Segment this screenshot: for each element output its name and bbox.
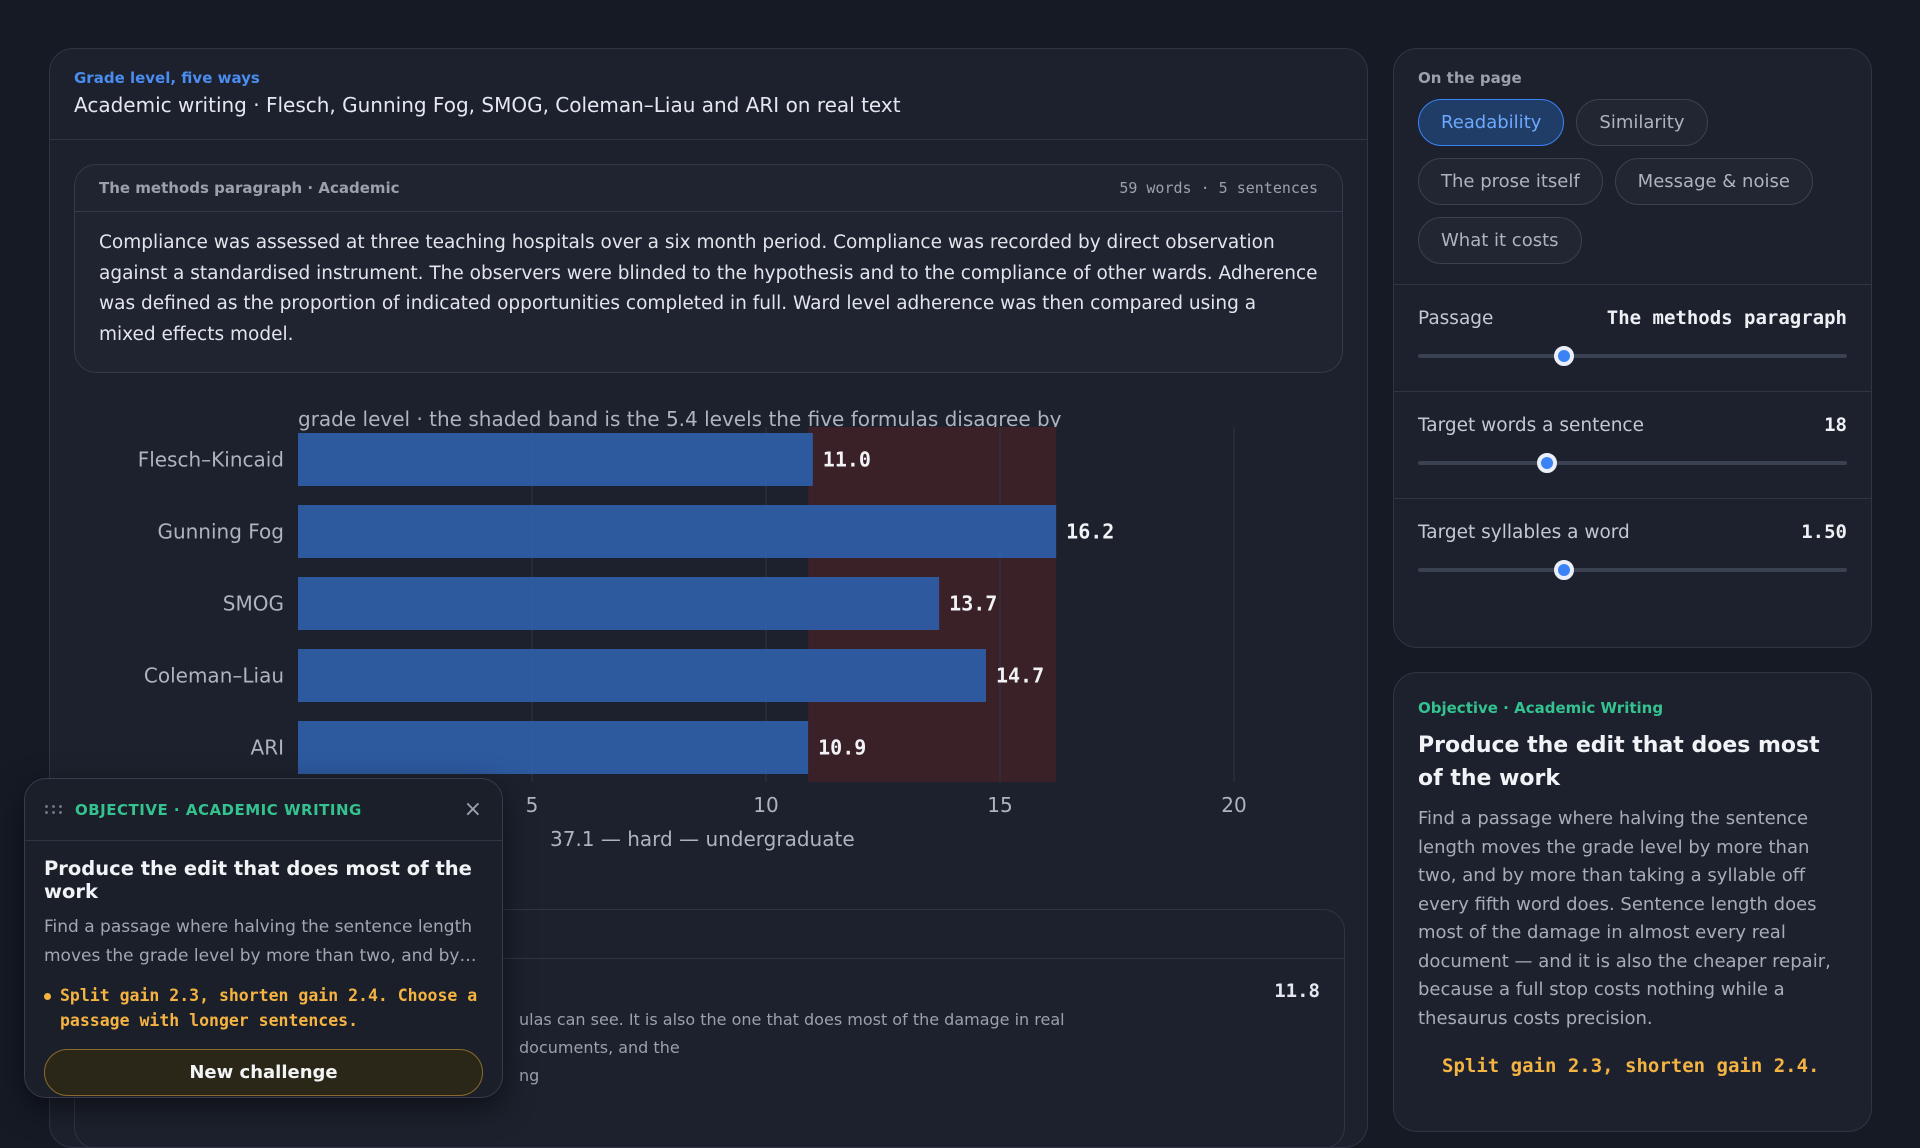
popup-note: Split gain 2.3, shorten gain 2.4. Choose… [44,983,483,1033]
chip-message-noise[interactable]: Message & noise [1614,158,1813,205]
x-tick-label: 15 [987,793,1012,817]
view-section: On the page Readability Similarity The p… [1394,49,1871,284]
x-tick-label: 10 [753,793,778,817]
passage-slider[interactable] [1418,345,1847,367]
bar [298,649,986,702]
category-label: SMOG [223,592,284,616]
category-label: Flesch–Kincaid [138,448,284,472]
syllables-control-value: 1.50 [1801,521,1847,543]
popup-eyebrow: OBJECTIVE · ACADEMIC WRITING [75,800,362,819]
slider-thumb[interactable] [1553,560,1574,580]
slider-track [1418,461,1847,465]
objective-description: Find a passage where halving the sentenc… [1418,808,1831,1029]
chart-caption: 37.1 — hard — undergraduate [550,827,855,851]
slider-track [1418,568,1847,572]
syllables-control: Target syllables a word 1.50 [1394,498,1871,605]
slider-thumb[interactable] [1536,453,1557,473]
bar [298,577,940,630]
chip-costs[interactable]: What it costs [1418,217,1582,264]
sidebar-eyebrow: On the page [1418,69,1522,87]
lower-card-value: 11.8 [1274,980,1320,1002]
objective-eyebrow: Objective · Academic Writing [1418,699,1664,717]
slider-track [1418,354,1847,358]
x-tick-label: 20 [1221,793,1246,817]
objective-title: Produce the edit that does most of the w… [1418,733,1820,791]
objective-result: Split gain 2.3, shorten gain 2.4. [1442,1055,1820,1077]
words-control-value: 18 [1824,414,1847,436]
syllables-slider[interactable] [1418,559,1847,581]
objective-popup: OBJECTIVE · ACADEMIC WRITING × Produce t… [24,778,503,1098]
passage-card: The methods paragraph · Academic 59 word… [74,164,1343,373]
data-label: 16.2 [1066,520,1114,544]
bar [298,433,813,486]
bar [298,505,1057,558]
bar [298,721,809,774]
words-control: Target words a sentence 18 [1394,391,1871,498]
passage-control: Passage The methods paragraph [1394,284,1871,391]
page-title: Academic writing · Flesch, Gunning Fog, … [74,93,901,117]
passage-header: The methods paragraph · Academic 59 word… [75,165,1342,212]
passage-text: Compliance was assessed at three teachin… [99,232,1318,345]
category-label: Gunning Fog [157,520,284,544]
new-challenge-button[interactable]: New challenge [44,1049,483,1096]
passage-control-value: The methods paragraph [1606,307,1847,329]
popup-description: Find a passage where halving the sentenc… [44,917,477,966]
popup-note-text: Split gain 2.3, shorten gain 2.4. Choose… [60,986,478,1030]
passage-control-label: Passage [1418,307,1494,329]
lower-card-divider [75,958,1344,959]
data-label: 14.7 [996,664,1044,688]
passage-stats: 59 words · 5 sentences [1119,179,1318,197]
data-label: 11.0 [823,448,871,472]
view-chips: Readability Similarity The prose itself … [1418,99,1838,264]
grade-level-chart: grade level · the shaded band is the 5.4… [50,373,1367,893]
popup-header[interactable]: OBJECTIVE · ACADEMIC WRITING × [25,779,502,841]
popup-body: Produce the edit that does most of the w… [25,841,502,1097]
view-controls-panel: On the page Readability Similarity The p… [1393,48,1872,648]
popup-title: Produce the edit that does most of the w… [44,857,472,903]
passage-title: The methods paragraph · Academic [99,179,400,197]
main-header: Grade level, five ways Academic writing … [50,49,1367,140]
lower-card-text-line: ulas can see. It is also the one that do… [519,1010,1065,1057]
chip-readability[interactable]: Readability [1418,99,1565,146]
chip-similarity[interactable]: Similarity [1576,99,1708,146]
words-slider[interactable] [1418,452,1847,474]
drag-handle-icon[interactable] [45,805,63,814]
chart-svg: 5 10 15 20 Flesch–Kincaid 11.0 Gunning Fog 16.2… [138,427,1247,851]
category-label: Coleman–Liau [144,664,284,688]
category-label: ARI [251,736,284,760]
data-label: 10.9 [818,736,866,760]
syllables-control-label: Target syllables a word [1418,521,1630,543]
objective-panel: Objective · Academic Writing Produce the… [1393,672,1872,1132]
data-label: 13.7 [949,592,997,616]
words-control-label: Target words a sentence [1418,414,1644,436]
chip-prose[interactable]: The prose itself [1418,158,1603,205]
status-dot-icon [44,993,51,1000]
x-tick-label: 5 [526,793,539,817]
close-icon[interactable]: × [463,796,482,822]
slider-thumb[interactable] [1553,346,1574,366]
section-eyebrow: Grade level, five ways [74,69,260,87]
